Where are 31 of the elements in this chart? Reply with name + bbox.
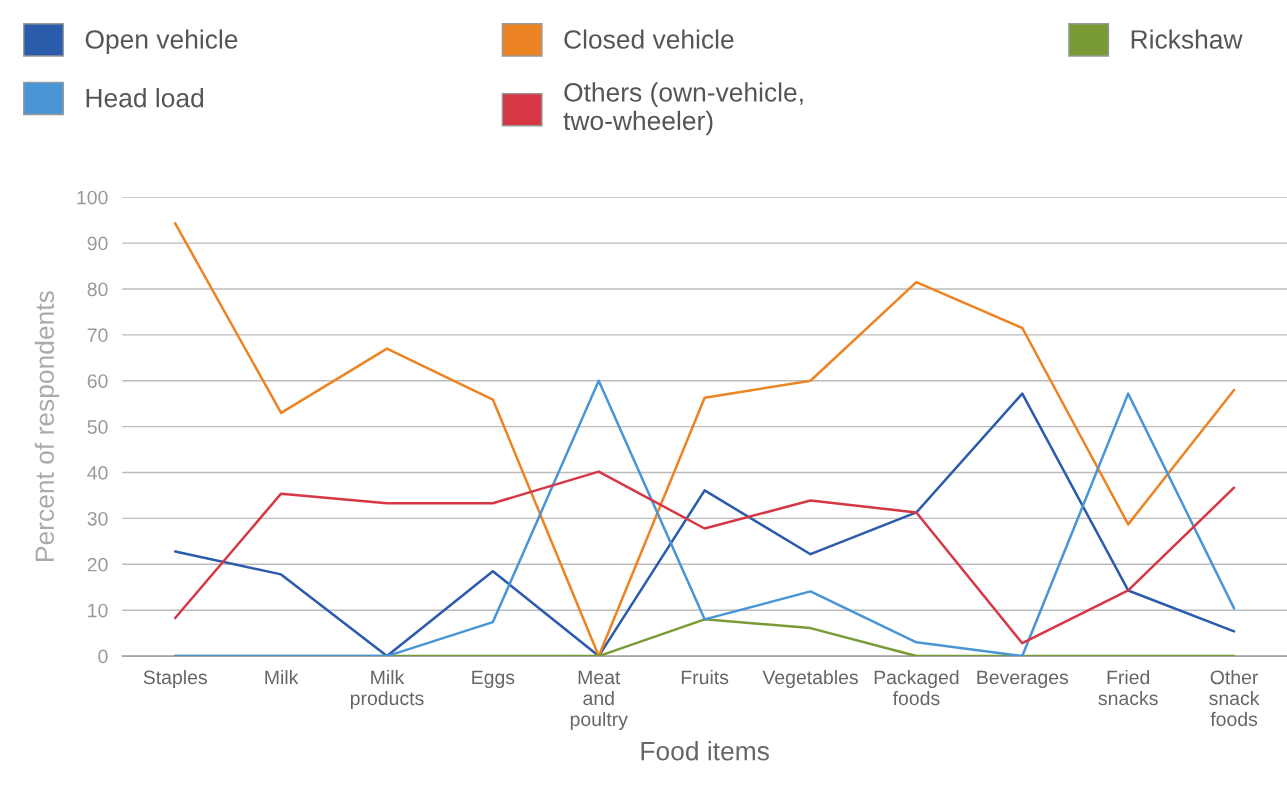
y-tick-label: 50 [87, 420, 108, 434]
legend-label: Others (own-vehicle, two-wheeler) [563, 82, 803, 136]
y-tick-label: 0 [98, 649, 108, 664]
x-tick-label: Other snack foods [1209, 669, 1260, 727]
y-tick-label: 80 [87, 282, 108, 297]
x-tick-label: Beverages [977, 670, 1069, 689]
y-tick-label: 100 [77, 190, 108, 205]
y-tick-label: 30 [87, 511, 108, 526]
line-series [173, 470, 1236, 645]
y-tick-label: 20 [87, 557, 108, 572]
y-tick-label: 40 [87, 466, 108, 480]
line-series [173, 222, 1236, 657]
x-tick-label: Fried snacks [1098, 669, 1158, 706]
x-tick-label: Meat and poultry [570, 670, 628, 730]
x-tick-label: Packaged foods [874, 669, 959, 706]
y-axis-title: Percent of respondents [34, 291, 60, 561]
y-tick-label: 60 [87, 374, 108, 388]
x-tick-label: Milk [265, 669, 299, 685]
y-tick-label: 90 [87, 236, 108, 251]
legend-label: Closed vehicle [564, 29, 734, 49]
x-tick-label: Eggs [472, 670, 515, 689]
y-tick-label: 70 [87, 328, 108, 343]
x-tick-label: Staples [143, 669, 207, 689]
x-tick-label: Vegetables [762, 669, 858, 689]
y-tick-label: 10 [88, 603, 108, 618]
legend-label: Rickshaw [1131, 29, 1243, 49]
x-axis-title: Food items [641, 741, 769, 761]
legend-label: Head load [86, 88, 204, 108]
x-tick-label: Milk products [350, 669, 424, 710]
legend-label: Open vehicle [85, 29, 238, 55]
x-tick-label: Fruits [681, 669, 729, 685]
